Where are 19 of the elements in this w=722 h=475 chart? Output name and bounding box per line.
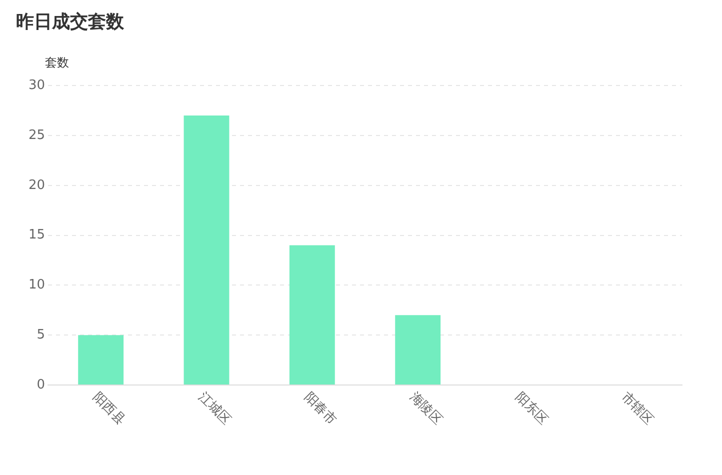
- chart-title: 昨日成交套数: [16, 11, 125, 32]
- bar: [78, 335, 124, 384]
- x-tick-label: 市辖区: [618, 390, 656, 428]
- x-tick-label: 江城区: [195, 390, 234, 428]
- bar: [184, 116, 230, 384]
- y-tick-label: 20: [28, 178, 45, 193]
- y-tick-label: 30: [28, 78, 45, 93]
- y-tick-label: 15: [28, 228, 45, 243]
- bar: [395, 315, 441, 384]
- y-tick-label: 5: [36, 327, 45, 342]
- y-tick-label: 0: [36, 377, 45, 392]
- y-tick-label: 10: [28, 278, 45, 293]
- y-tick-label: 25: [28, 128, 45, 143]
- x-tick-label: 阳西县: [90, 390, 128, 428]
- y-axis-title: 套数: [45, 56, 69, 70]
- x-tick-label: 阳春市: [300, 390, 340, 428]
- x-tick-label: 海陵区: [406, 390, 445, 428]
- x-tick-label: 阳东区: [512, 390, 550, 428]
- bar: [289, 245, 335, 384]
